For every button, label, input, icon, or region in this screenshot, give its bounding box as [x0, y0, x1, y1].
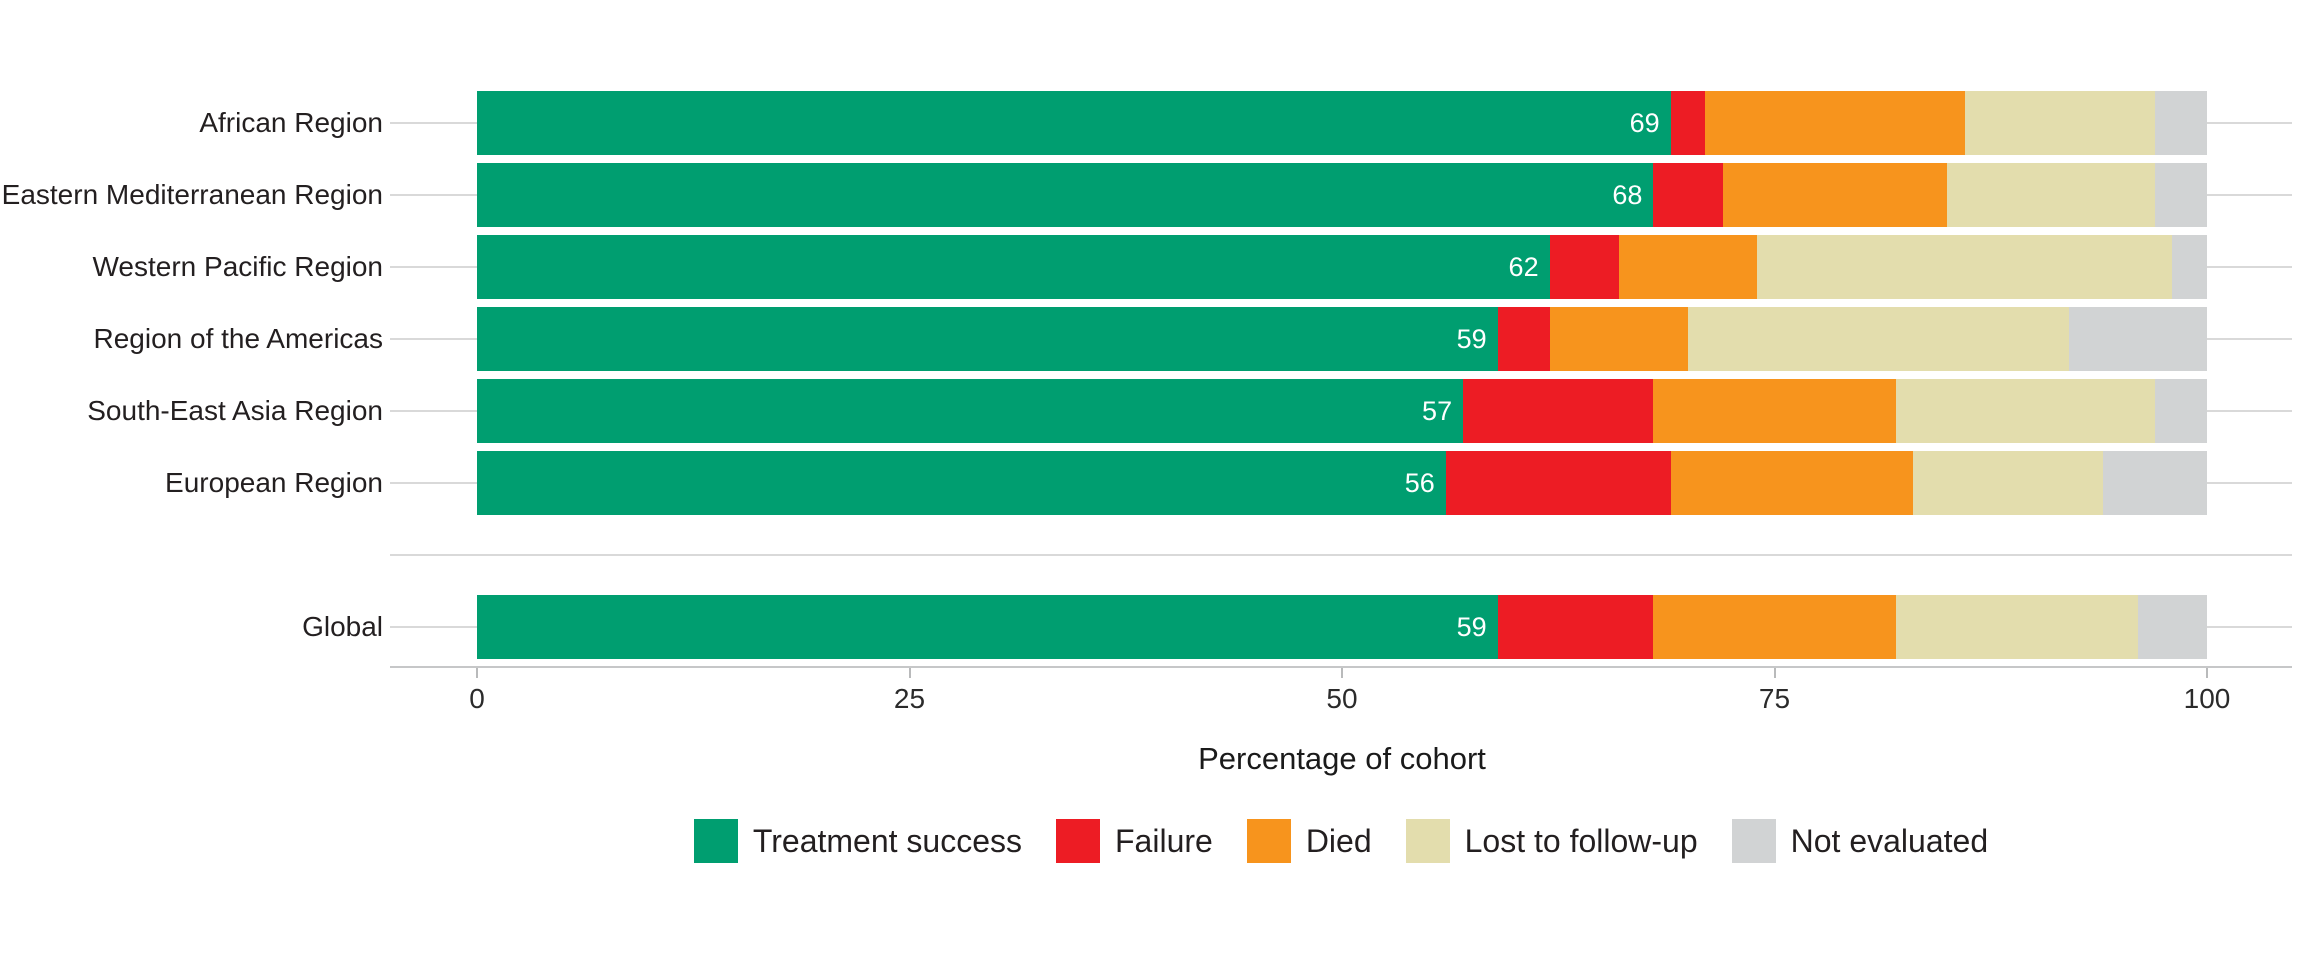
bar-segment-not-evaluated — [2155, 163, 2207, 227]
y-axis-label-region-of-the-americas: Region of the Americas — [93, 323, 384, 354]
bar-segment-treatment-success: 69 — [477, 91, 1671, 155]
bar-segment-treatment-success: 56 — [477, 451, 1446, 515]
bar-segment-died — [1722, 163, 1948, 227]
y-axis-label-african-region: African Region — [199, 107, 383, 138]
legend-label: Treatment success — [752, 823, 1022, 859]
x-axis-tick-label: 100 — [2183, 683, 2231, 714]
bar-segment-lost-to-follow-up — [1912, 451, 2104, 515]
x-axis-tick-label: 25 — [893, 683, 926, 714]
row-gridline — [390, 554, 2292, 556]
bar-segment-failure — [1549, 235, 1619, 299]
legend-swatch-failure — [1056, 819, 1100, 863]
bar-segment-died — [1670, 451, 1913, 515]
legend-swatch-died — [1246, 819, 1291, 863]
x-axis-tick — [908, 668, 911, 678]
legend-label: Failure — [1115, 823, 1213, 859]
bar-segment-treatment-success: 68 — [477, 163, 1654, 227]
bar-segment-lost-to-follow-up — [1964, 91, 2156, 155]
legend-swatch-lost-to-follow-up — [1405, 819, 1450, 863]
bar-segment-lost-to-follow-up — [1947, 163, 2156, 227]
bar-segment-treatment-success: 59 — [477, 307, 1498, 371]
legend-item-died: Died — [1246, 819, 1372, 863]
bar-value-label: 68 — [1612, 179, 1643, 210]
legend-item-treatment-success: Treatment success — [693, 819, 1022, 863]
bar-value-label: 62 — [1508, 251, 1539, 282]
legend-label: Not evaluated — [1790, 823, 1989, 859]
bar-segment-lost-to-follow-up — [1687, 307, 2069, 371]
bar-segment-died — [1618, 235, 1758, 299]
y-axis-label-global: Global — [302, 611, 383, 642]
legend-label: Died — [1305, 823, 1372, 859]
bar-segment-treatment-success: 57 — [477, 379, 1464, 443]
bar-segment-died — [1653, 379, 1896, 443]
bar-value-label: 57 — [1422, 395, 1453, 426]
bar-row-south-east-asia-region: 57 — [477, 379, 2207, 443]
y-axis-label-western-pacific-region: Western Pacific Region — [92, 251, 384, 282]
x-axis-tick — [2206, 668, 2208, 678]
bar-segment-failure — [1653, 163, 1723, 227]
bar-row-global: 59 — [477, 595, 2207, 659]
legend-swatch-not-evaluated — [1731, 819, 1776, 863]
legend-item-failure: Failure — [1056, 819, 1213, 863]
bar-row-african-region: 69 — [477, 91, 2207, 155]
bar-row-european-region: 56 — [477, 451, 2207, 515]
y-axis-label-south-east-asia-region: South-East Asia Region — [87, 395, 383, 426]
bar-segment-not-evaluated — [2068, 307, 2207, 371]
bar-value-label: 59 — [1456, 323, 1487, 354]
bar-segment-died — [1549, 307, 1688, 371]
x-axis-line — [390, 666, 2292, 668]
bar-segment-failure — [1670, 91, 1706, 155]
legend-item-not-evaluated: Not evaluated — [1731, 819, 1989, 863]
bar-segment-died — [1653, 595, 1896, 659]
bar-segment-lost-to-follow-up — [1895, 379, 2156, 443]
bar-segment-not-evaluated — [2155, 91, 2207, 155]
bar-segment-lost-to-follow-up — [1895, 595, 2138, 659]
x-axis-tick — [1341, 668, 1343, 678]
bar-segment-failure — [1445, 451, 1671, 515]
bar-row-eastern-mediterranean-region: 68 — [477, 163, 2207, 227]
bar-segment-died — [1705, 91, 1965, 155]
bar-value-label: 59 — [1456, 611, 1487, 642]
bar-value-label: 56 — [1404, 467, 1435, 498]
bar-segment-failure — [1497, 595, 1654, 659]
legend: Treatment success Failure Died Lost to foll… — [390, 819, 2292, 863]
y-axis-label-european-region: European Region — [165, 467, 383, 498]
bar-segment-not-evaluated — [2103, 451, 2207, 515]
bar-segment-not-evaluated — [2172, 235, 2207, 299]
bar-row-region-of-the-americas: 59 — [477, 307, 2207, 371]
legend-swatch-treatment-success — [693, 819, 738, 863]
bar-segment-treatment-success: 59 — [477, 595, 1498, 659]
x-axis-title: Percentage of cohort — [1198, 741, 1486, 776]
bar-segment-failure — [1463, 379, 1654, 443]
bar-segment-lost-to-follow-up — [1757, 235, 2173, 299]
bar-segment-failure — [1497, 307, 1550, 371]
bar-value-label: 69 — [1629, 107, 1660, 138]
bar-row-western-pacific-region: 62 — [477, 235, 2207, 299]
x-axis-tick-label: 0 — [469, 683, 485, 714]
x-axis-tick — [476, 668, 478, 678]
x-axis-tick — [1773, 668, 1776, 678]
x-axis-tick-label: 75 — [1758, 683, 1791, 714]
bar-segment-treatment-success: 62 — [477, 235, 1550, 299]
y-axis-label-eastern-mediterranean-region: Eastern Mediterranean Region — [1, 179, 383, 210]
legend-label: Lost to follow-up — [1464, 823, 1698, 859]
bar-segment-not-evaluated — [2155, 379, 2207, 443]
bar-segment-not-evaluated — [2137, 595, 2207, 659]
legend-item-lost-to-follow-up: Lost to follow-up — [1405, 819, 1698, 863]
x-axis-tick-label: 50 — [1326, 683, 1358, 714]
